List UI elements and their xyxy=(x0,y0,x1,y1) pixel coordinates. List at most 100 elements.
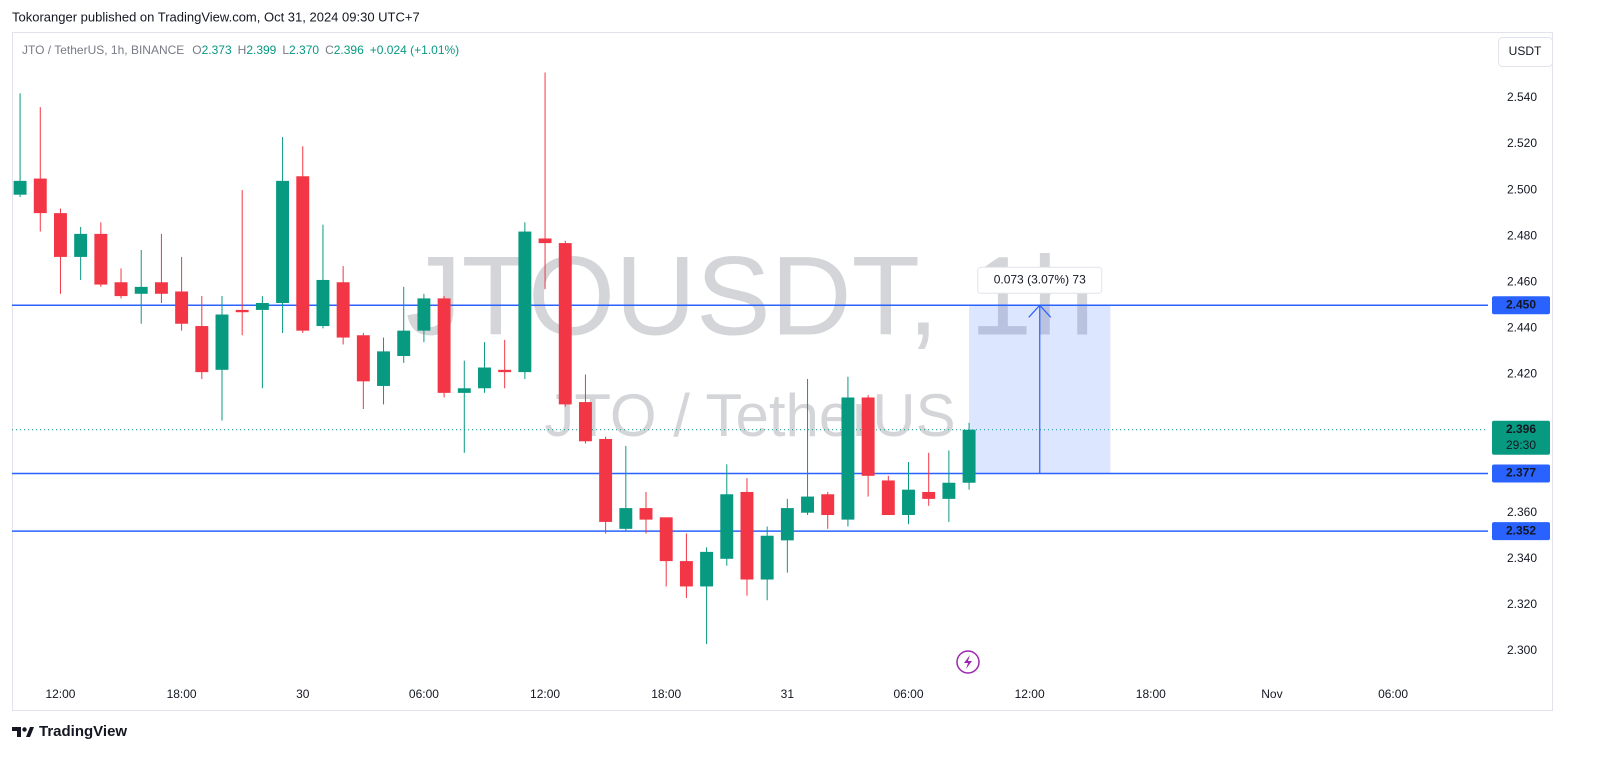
y-tick-label: 2.320 xyxy=(1507,597,1537,611)
price-label-box xyxy=(1492,464,1550,483)
candle-body xyxy=(417,298,431,331)
candle-body xyxy=(437,298,451,393)
candle-body xyxy=(74,233,88,257)
y-tick-label: 2.340 xyxy=(1507,551,1537,565)
candle-body xyxy=(377,351,390,386)
y-tick-label: 2.500 xyxy=(1507,182,1537,196)
candle-body xyxy=(154,282,168,294)
candle-body xyxy=(33,178,47,214)
candle-body xyxy=(639,508,653,520)
x-tick-label: 30 xyxy=(296,687,310,701)
candle-body xyxy=(457,388,471,393)
logo-text: TradingView xyxy=(39,723,127,740)
price-label: 2.377 xyxy=(1506,466,1536,480)
currency-button[interactable] xyxy=(1498,37,1553,67)
candle-body xyxy=(94,233,108,285)
candle-body xyxy=(498,369,512,373)
logo xyxy=(12,727,34,737)
x-tick-label: 18:00 xyxy=(167,687,197,701)
x-tick-label: 12:00 xyxy=(1015,687,1045,701)
candle-body xyxy=(175,291,189,324)
legend: JTO / TetherUS, 1h, BINANCE O2.373 H2.399 L… xyxy=(22,43,459,57)
x-tick-label: 06:00 xyxy=(409,687,439,701)
candle-body xyxy=(558,243,572,405)
candle-body xyxy=(276,180,290,304)
candle-body xyxy=(397,330,411,357)
candle-body xyxy=(538,238,552,244)
y-tick-label: 2.300 xyxy=(1507,643,1537,657)
y-tick-label: 2.360 xyxy=(1507,505,1537,519)
candle-body xyxy=(821,494,835,516)
legend-key: O xyxy=(192,43,201,57)
y-tick-label: 2.480 xyxy=(1507,228,1537,242)
x-tick-label: 06:00 xyxy=(1378,687,1408,701)
y-tick-label: 2.420 xyxy=(1507,367,1537,381)
legend-value: 2.399 xyxy=(246,43,276,57)
price-label-box xyxy=(1492,522,1550,541)
candle-body xyxy=(336,282,350,338)
x-tick-label: 12:00 xyxy=(45,687,75,701)
candle-body xyxy=(619,508,633,529)
header: Tokoranger published on TradingView.com,… xyxy=(12,9,420,24)
candle-body xyxy=(922,491,936,499)
candle-body xyxy=(215,314,229,370)
candle-body xyxy=(801,496,815,513)
candle-body xyxy=(195,326,209,373)
candle-body xyxy=(478,367,491,389)
last-price-box xyxy=(1492,420,1550,455)
legend-value: 2.370 xyxy=(289,43,319,57)
measure-label-box xyxy=(977,266,1103,294)
candle-body xyxy=(599,438,613,522)
x-tick-label: 31 xyxy=(781,687,795,701)
x-tick-label: 12:00 xyxy=(530,687,560,701)
y-tick-label: 2.540 xyxy=(1507,90,1537,104)
candle-body xyxy=(962,429,976,483)
candle-body xyxy=(13,180,27,195)
candle-body xyxy=(780,508,794,541)
measure-label: 0.073 (3.07%) 73 xyxy=(994,272,1086,286)
candle-body xyxy=(720,494,734,559)
candle-body xyxy=(861,397,875,476)
candle-body xyxy=(881,480,895,516)
candle-body xyxy=(235,309,249,313)
candle-body xyxy=(700,551,714,587)
price-label-box xyxy=(1492,296,1550,315)
price-label: 2.450 xyxy=(1506,297,1536,311)
legend-symbol: JTO / TetherUS, 1h, BINANCE xyxy=(22,43,184,57)
candle-body xyxy=(114,282,128,297)
candle-body xyxy=(316,279,330,327)
candle-body xyxy=(659,517,673,562)
candle-body xyxy=(255,303,269,310)
candle-body xyxy=(134,286,148,294)
alert-icon xyxy=(956,650,980,674)
candle-body xyxy=(679,561,693,587)
watermark-subtitle: JTO / TetherUS xyxy=(544,382,955,449)
legend-value: 2.396 xyxy=(334,43,364,57)
legend-key: H xyxy=(238,43,247,57)
candle-body xyxy=(942,482,956,499)
legend-key: L xyxy=(282,43,289,57)
candle-body xyxy=(518,231,532,373)
y-tick-label: 2.520 xyxy=(1507,136,1537,150)
last-price-label: 2.396 xyxy=(1506,422,1536,436)
chart-frame xyxy=(12,32,1553,711)
y-tick-label: 2.460 xyxy=(1507,274,1537,288)
x-tick-label: 06:00 xyxy=(893,687,923,701)
candle-body xyxy=(53,213,67,257)
legend-value: 2.373 xyxy=(202,43,232,57)
x-tick-label: 18:00 xyxy=(1136,687,1166,701)
x-tick-label: 18:00 xyxy=(651,687,681,701)
candle-body xyxy=(902,489,915,516)
price-label: 2.352 xyxy=(1506,523,1536,537)
legend-key: C xyxy=(325,43,334,57)
candle-body xyxy=(841,397,855,520)
currency-label[interactable]: USDT xyxy=(1509,44,1542,58)
candle-body xyxy=(356,335,370,382)
candle-body xyxy=(296,176,310,331)
candle-body xyxy=(578,402,592,442)
candle-body xyxy=(740,491,754,580)
legend-change: +0.024 (+1.01%) xyxy=(370,43,459,57)
countdown: 29:30 xyxy=(1506,438,1536,452)
